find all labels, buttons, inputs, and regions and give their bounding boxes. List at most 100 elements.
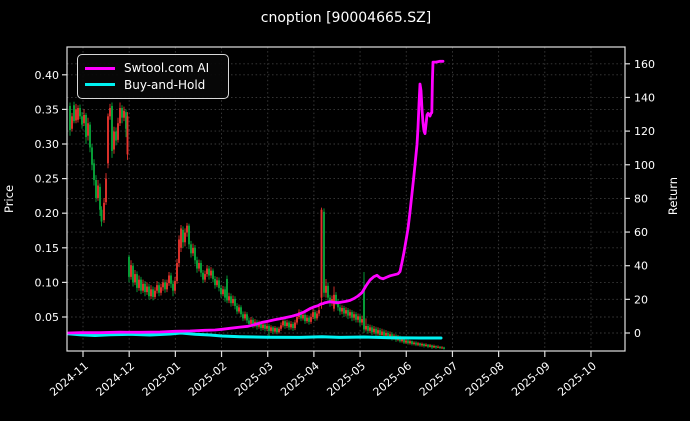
candle-body [308, 317, 310, 322]
candle-body [373, 328, 375, 333]
candle-down [292, 321, 294, 331]
left-tick-label: 0.05 [35, 311, 60, 324]
candle-body [310, 317, 312, 322]
left-tick-label: 0.10 [35, 276, 60, 289]
candle-up [294, 319, 296, 331]
candle-up [280, 322, 282, 331]
candle-down [208, 265, 210, 280]
candle-down [347, 308, 349, 320]
candle-up [210, 267, 212, 279]
candle-body [266, 325, 268, 329]
candle-body [146, 286, 148, 293]
plot-border [66, 46, 626, 352]
candle-body [125, 112, 127, 129]
candle-up [312, 308, 314, 320]
candle-up [286, 319, 288, 329]
candle-body [318, 310, 320, 314]
candle-body [264, 324, 266, 329]
candle-up [421, 342, 423, 347]
candle-up [333, 286, 335, 312]
candle-body [282, 321, 284, 326]
candle-down [226, 275, 228, 304]
candle-body [296, 317, 298, 323]
candle-down [91, 144, 93, 171]
candle-body [294, 322, 296, 329]
candle-up [71, 112, 73, 132]
candle-body [182, 229, 184, 243]
candle-down [188, 223, 190, 250]
candle-up [433, 344, 435, 349]
candle-up [282, 318, 284, 328]
candle-body [407, 340, 409, 344]
candle-body [286, 322, 288, 326]
candle-down [214, 276, 216, 289]
candle-body [248, 320, 250, 324]
candle-body [134, 274, 136, 283]
candle-up [377, 327, 379, 336]
buy-and-hold-line [66, 331, 443, 340]
candle-body [339, 307, 341, 312]
candle-down [194, 245, 196, 265]
candle-body [361, 319, 363, 323]
candle-body [140, 279, 142, 291]
candle-body [280, 325, 282, 329]
candle-up [105, 173, 107, 205]
candle-body [180, 228, 182, 248]
candle-up [180, 224, 182, 252]
candle-down [427, 343, 429, 349]
candle-down [272, 325, 274, 335]
candle-body [304, 314, 306, 322]
candle-body [107, 116, 109, 164]
candle-body [142, 283, 144, 291]
candle-down [288, 320, 290, 331]
left-tick-label: 0.30 [35, 138, 60, 151]
candle-body [216, 280, 218, 286]
candle-up [198, 259, 200, 272]
candle-down [95, 175, 97, 203]
candle-up [270, 325, 272, 333]
candle-up [409, 339, 411, 345]
candle-up [176, 258, 178, 284]
candle-body [91, 147, 93, 165]
candle-body [196, 260, 198, 269]
candle-body [202, 272, 204, 280]
candle-down [170, 272, 172, 288]
candle-down [443, 346, 445, 350]
candle-up [278, 326, 280, 334]
x-tick-label: 2025-06 [371, 359, 415, 399]
candle-body [176, 263, 178, 282]
candle-up [162, 278, 164, 291]
candle-up [150, 285, 152, 300]
ai-line-swatch [85, 66, 115, 70]
candle-down [351, 310, 353, 322]
candle-body [312, 312, 314, 317]
candle-up [310, 313, 312, 324]
candle-up [97, 179, 99, 201]
candle-up [119, 102, 121, 127]
candle-body [238, 307, 240, 312]
candle-body [172, 283, 174, 291]
candle-up [373, 325, 375, 335]
candle-down [152, 286, 154, 301]
candle-body [415, 342, 417, 345]
candle-down [89, 121, 91, 153]
candle-body [258, 323, 260, 327]
candle-body [431, 345, 433, 348]
candle-body [433, 346, 435, 348]
right-axis-title: Return [666, 177, 680, 215]
candle-down [268, 323, 270, 337]
candle-body [252, 319, 254, 326]
candle-body [316, 313, 318, 319]
candle-body [419, 343, 421, 346]
candle-up [238, 304, 240, 314]
candle-body [214, 278, 216, 286]
candle-up [425, 343, 427, 347]
candle-body [113, 131, 115, 150]
candle-body [230, 296, 232, 304]
x-tick-label: 2025-07 [417, 359, 461, 399]
candlestick-series [69, 101, 445, 350]
candle-body [158, 285, 160, 293]
candle-body [232, 299, 234, 304]
candle-down [148, 283, 150, 300]
candle-body [357, 316, 359, 320]
